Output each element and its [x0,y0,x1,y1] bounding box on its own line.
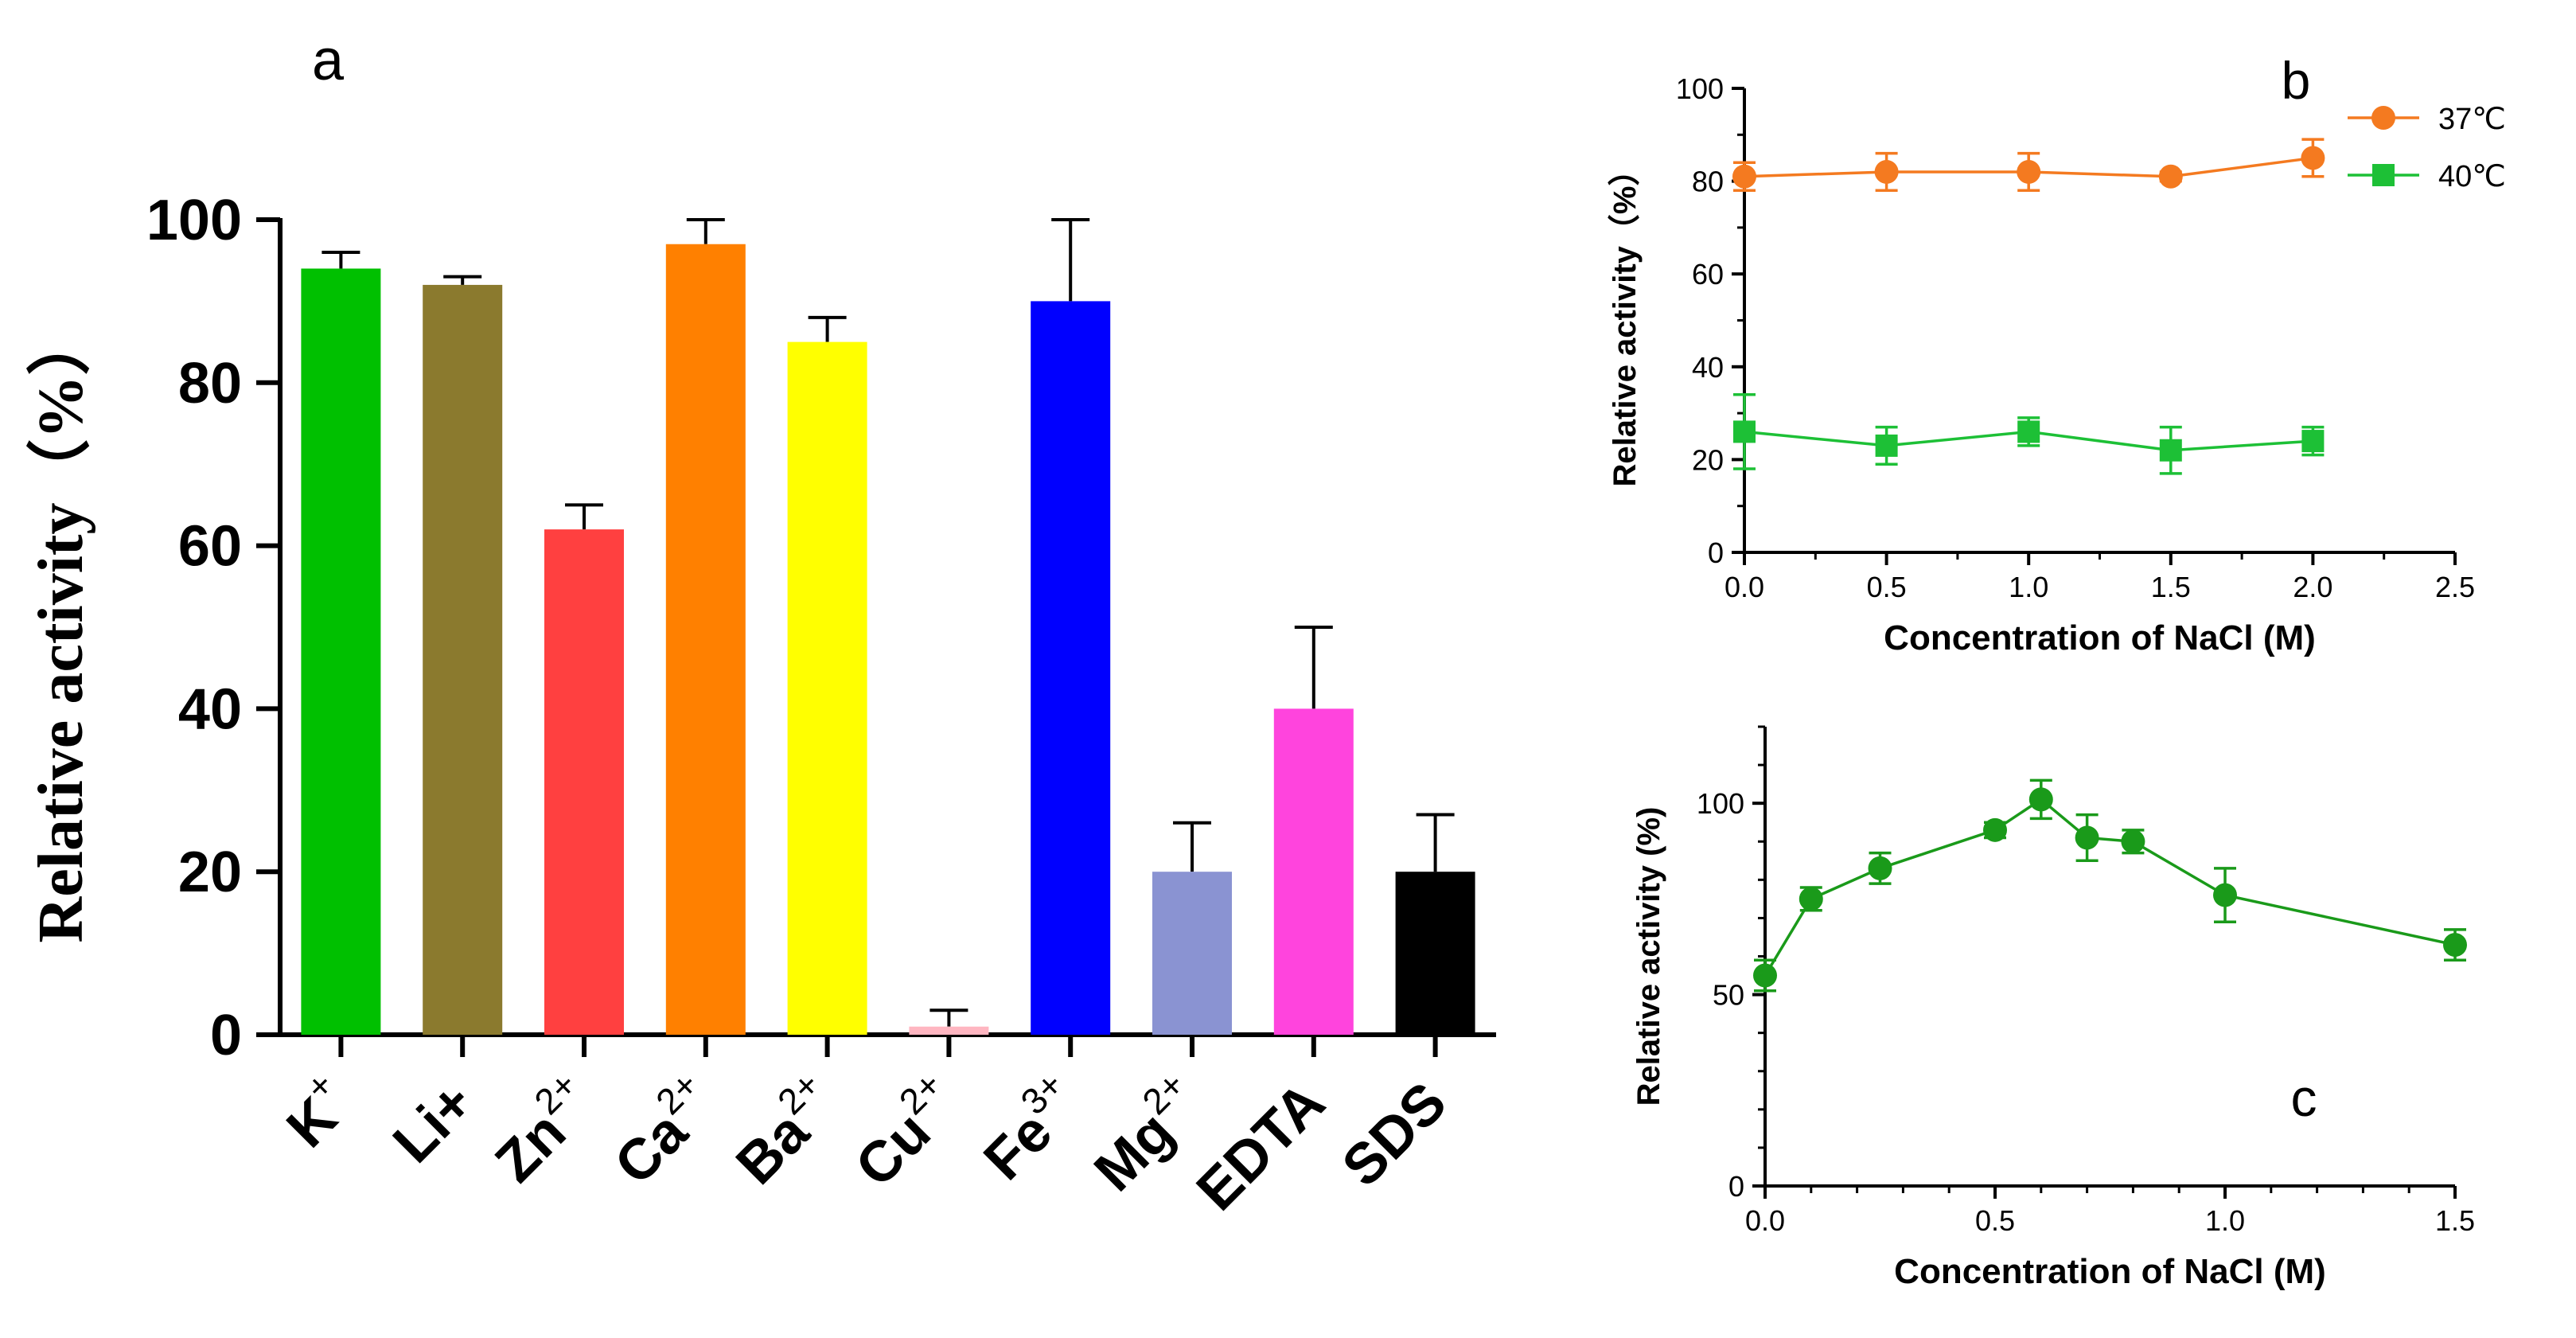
a-bar-7 [1152,872,1232,1035]
pb-data-point [2301,430,2325,453]
a-category-base: Mg [1082,1100,1186,1203]
a-bar-0 [301,268,381,1035]
a-bar-2 [544,529,624,1035]
pc-data-point [1753,963,1777,988]
pb-x-tick-label: 2.0 [2293,571,2332,603]
a-bar-6 [1031,301,1111,1035]
a-bar-5 [909,1026,989,1035]
pc-data-point [2213,883,2237,907]
a-y-tick-label: 20 [178,841,242,904]
pb-panel-label: b [2282,51,2311,110]
pc-y-tick-label: 50 [1713,979,1744,1012]
a-category-label: SDS [1331,1071,1459,1199]
a-y-tick-label: 80 [178,352,242,415]
pb-data-point [2017,159,2041,184]
a-category-label: Li+ [381,1071,486,1176]
a-category-label: EDTA [1185,1071,1337,1223]
pb-x-tick-label: 0.5 [1867,571,1907,603]
pb-x-axis-label: Concentration of NaCl (M) [1884,618,2316,657]
pb-legend-marker [2372,164,2395,186]
pc-y-tick-label: 0 [1728,1170,1744,1203]
pb-legend-marker [2371,106,2395,130]
pb-x-tick-label: 0.0 [1724,571,1764,603]
pc-y-tick-label: 100 [1697,787,1744,820]
pc-series-line-0 [1763,798,2456,977]
pc-y-axis-label: Relative activity (%) [1631,807,1666,1106]
pc-data-point [1983,817,2007,842]
pb-y-tick-label: 40 [1692,351,1724,384]
panel-c-line-chart: 0 50 100 0.0 0.5 1.0 1.5 Concentration of NaCl … [1631,725,2475,1291]
pb-data-point [1733,420,1756,443]
a-category-base: K [275,1086,349,1160]
pb-x-tick-label: 1.0 [2009,571,2048,603]
pb-legend-label: 40℃ [2438,160,2506,193]
pc-x-tick-label: 0.0 [1745,1204,1785,1237]
a-y-tick-label: 40 [178,677,242,741]
pc-data-point [1868,856,1892,880]
a-category-label: Cu2+ [837,1063,972,1199]
pc-data-point [2121,829,2145,854]
a-y-tick-label: 100 [146,189,242,252]
pb-legend-label: 37℃ [2438,103,2506,136]
pb-data-point [2158,164,2183,189]
pb-data-point [1874,159,1899,184]
a-category-label: Ba2+ [718,1063,851,1196]
pb-data-point [2017,420,2040,443]
pc-x-tick-label: 1.5 [2435,1204,2475,1237]
pb-data-point [2301,146,2325,170]
a-category-base: Ba [724,1099,821,1196]
pb-y-tick-label: 80 [1692,166,1724,198]
pc-data-point [1799,887,1823,911]
pc-x-tick-label: 0.5 [1975,1204,2015,1237]
a-category-base: Zn [483,1100,578,1195]
a-category-base: EDTA [1185,1071,1337,1223]
pc-data-point [2443,933,2467,958]
pb-data-point [1875,434,1898,457]
a-bar-4 [787,341,867,1036]
pb-data-point [2159,439,2182,462]
a-y-tick-label: 60 [178,515,242,579]
a-category-label: Zn2+ [477,1063,607,1194]
pb-y-tick-label: 20 [1692,443,1724,476]
a-category-base: SDS [1331,1071,1459,1199]
a-category-base: Ca [602,1099,700,1196]
a-y-axis-label: Relative activity（%） [26,311,96,942]
pc-data-point [2075,825,2099,850]
pb-y-tick-label: 60 [1692,258,1724,291]
pc-data-point [2028,787,2053,812]
pb-x-tick-label: 2.5 [2435,571,2475,603]
pc-x-tick-label: 1.0 [2205,1204,2245,1237]
a-panel-label: a [312,29,345,92]
pb-y-axis-label: Relative activity（%） [1608,154,1643,487]
a-bar-3 [665,244,746,1036]
a-category-base: Li+ [381,1071,486,1176]
pc-x-axis-label: Concentration of NaCl (M) [1894,1252,2326,1291]
a-category-label: Fe3+ [965,1063,1094,1192]
pb-data-point [1732,164,1756,189]
pc-panel-label: c [2291,1068,2317,1127]
a-category-base: Fe [972,1100,1064,1192]
a-y-tick-label: 0 [210,1004,242,1067]
a-category-label: K+ [268,1063,364,1160]
pb-y-tick-label: 100 [1676,72,1724,105]
a-category-label: Ca2+ [596,1063,729,1196]
a-bar-8 [1273,708,1354,1035]
a-category-base: Cu [844,1100,942,1199]
a-bar-1 [423,284,503,1035]
pb-y-tick-label: 0 [1708,536,1724,569]
pb-x-tick-label: 1.5 [2151,571,2191,603]
a-bar-9 [1395,872,1475,1035]
panel-b-line-chart: 0 20 40 60 80 100 0.0 0.5 1.0 1.5 2.0 2.5 Concentrat… [1608,51,2506,657]
